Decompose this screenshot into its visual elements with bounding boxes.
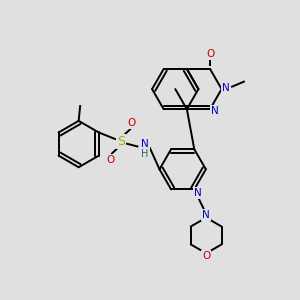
Text: H: H [141,149,148,159]
Text: N: N [211,106,218,116]
Text: O: O [128,118,136,128]
Text: S: S [117,135,125,148]
Text: N: N [202,210,210,220]
Text: O: O [202,251,210,261]
Text: N: N [141,140,149,149]
Text: N: N [194,188,202,198]
Text: O: O [206,49,214,59]
Text: N: N [222,82,230,93]
Text: O: O [106,155,115,165]
